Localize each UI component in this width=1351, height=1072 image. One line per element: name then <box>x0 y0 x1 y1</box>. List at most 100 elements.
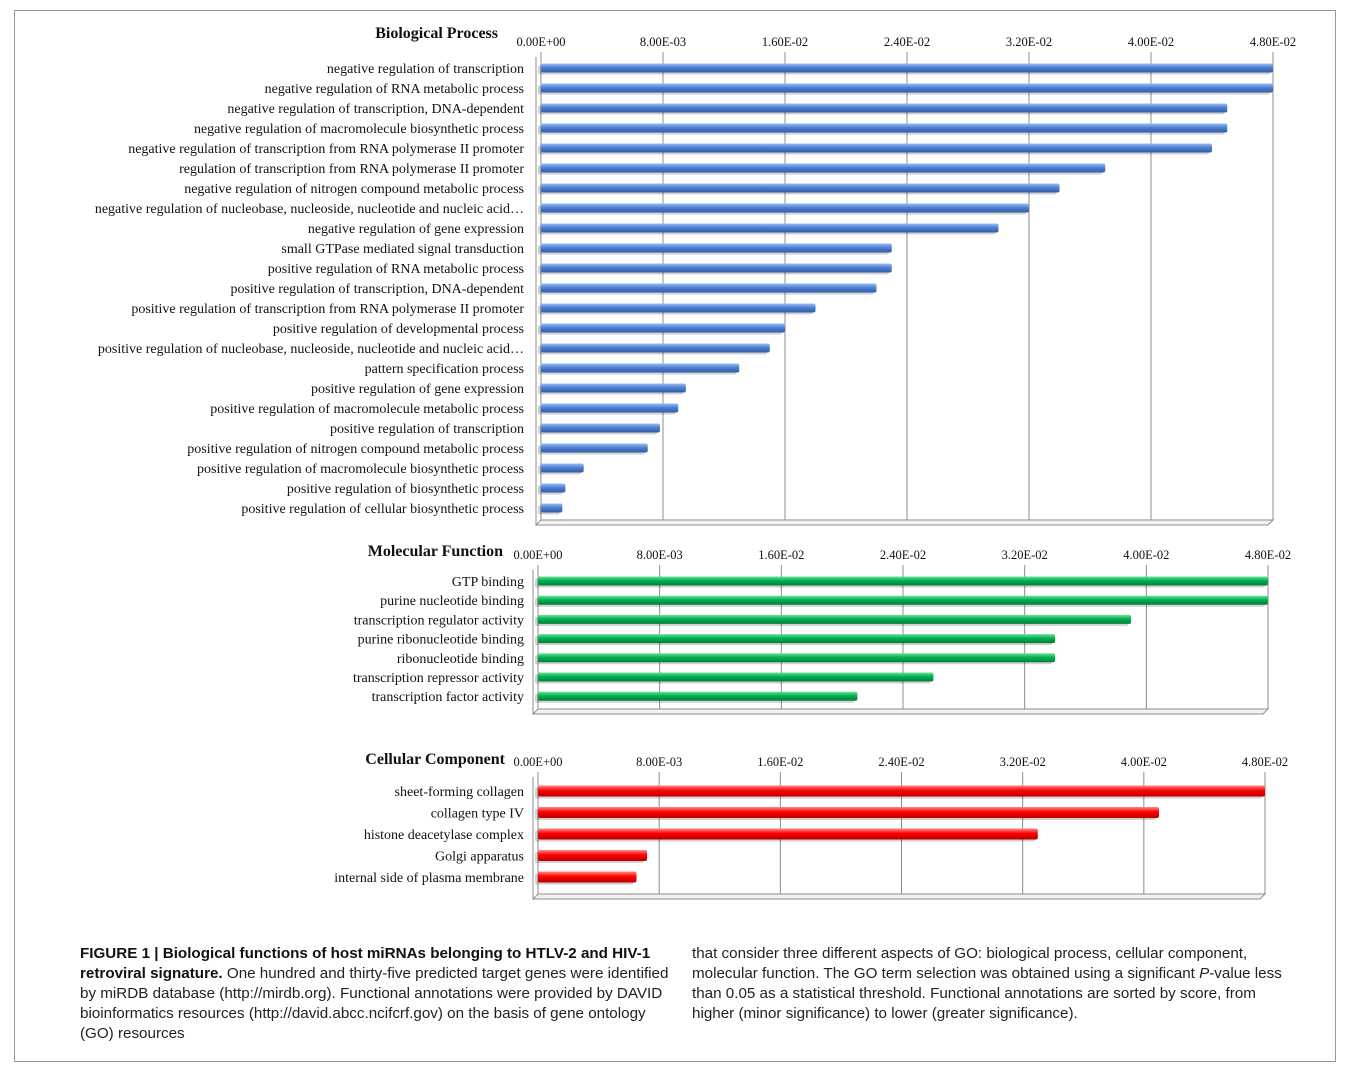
bar-component <box>538 850 648 861</box>
x-tick-label: 2.40E-02 <box>884 35 930 49</box>
category-label: purine nucleotide binding <box>380 594 524 609</box>
category-label: positive regulation of nitrogen compound… <box>187 442 524 457</box>
caption-text-part2-a: that consider three different aspects of… <box>692 945 1248 982</box>
bar-process <box>541 443 648 453</box>
x-tick-label: 4.80E-02 <box>1242 755 1288 769</box>
category-label: collagen type IV <box>431 807 524 822</box>
bar-process <box>541 503 563 513</box>
bar-function <box>538 653 1056 663</box>
category-label: histone deacetylase complex <box>364 828 524 843</box>
x-tick-label: 4.00E-02 <box>1121 755 1167 769</box>
bar-process <box>541 103 1228 113</box>
bar-process <box>541 123 1228 133</box>
chart-area: Biological Process 0.00E+00 8.00E-03 1.60E-… <box>95 25 1296 900</box>
category-label: GTP binding <box>452 575 524 590</box>
biological-process-title: Biological Process <box>375 25 498 42</box>
category-label: negative regulation of nucleobase, nucle… <box>95 202 524 217</box>
x-tick-label: 0.00E+00 <box>513 755 562 769</box>
category-label: positive regulation of cellular biosynth… <box>241 502 524 517</box>
x-tick-label: 4.80E-02 <box>1245 548 1291 562</box>
bar-process <box>541 303 816 313</box>
category-label: ribonucleotide binding <box>397 652 524 667</box>
bar-process <box>541 143 1212 153</box>
category-label: positive regulation of biosynthetic proc… <box>287 482 524 497</box>
category-label: negative regulation of nitrogen compound… <box>184 182 524 197</box>
caption-right-column: that consider three different aspects of… <box>692 944 1282 1024</box>
category-label: negative regulation of macromolecule bio… <box>194 122 524 137</box>
caption-text-part2-b: -value less than 0.05 as a statistical t… <box>692 965 1282 1022</box>
category-label: negative regulation of RNA metabolic pro… <box>265 82 524 97</box>
bar-process <box>541 183 1060 193</box>
category-label: positive regulation of transcription fro… <box>131 302 524 317</box>
bar-function <box>538 672 934 682</box>
bar-process <box>541 403 679 413</box>
bar-process <box>541 263 892 273</box>
x-tick-label: 2.40E-02 <box>878 755 924 769</box>
axis-floor <box>534 519 1275 526</box>
x-tick-label: 0.00E+00 <box>513 548 562 562</box>
cellular-component-panel: Cellular Component 0.00E+00 8.00E-03 1.60E-… <box>334 751 1288 900</box>
category-label: Golgi apparatus <box>435 850 524 865</box>
category-label: sheet-forming collagen <box>395 785 524 800</box>
bar-process <box>541 283 877 293</box>
category-label: negative regulation of gene expression <box>308 222 524 237</box>
category-label: transcription repressor activity <box>353 671 524 686</box>
biological-process-panel: Biological Process 0.00E+00 8.00E-03 1.60E-… <box>95 25 1296 526</box>
bar-process <box>541 63 1273 73</box>
category-label: negative regulation of transcription, DN… <box>227 102 524 117</box>
x-tick-label: 1.60E-02 <box>762 35 808 49</box>
x-tick-label: 1.60E-02 <box>758 548 804 562</box>
category-label: negative regulation of transcription fro… <box>128 142 524 157</box>
molecular-function-panel: Molecular Function 0.00E+00 8.00E-03 1.60E-… <box>353 543 1291 715</box>
bar-process <box>541 363 740 373</box>
bar-process <box>541 243 892 253</box>
axis-floor <box>531 893 1267 900</box>
category-label: positive regulation of macromolecule bio… <box>197 462 524 477</box>
axis-floor <box>531 708 1270 715</box>
caption-left-column: FIGURE 1 | Biological functions of host … <box>80 944 670 1044</box>
category-label: transcription regulator activity <box>354 613 524 628</box>
x-tick-label: 0.00E+00 <box>516 35 565 49</box>
bar-function <box>538 614 1132 624</box>
x-tick-label: 8.00E-03 <box>636 755 682 769</box>
category-label: positive regulation of nucleobase, nucle… <box>98 342 524 357</box>
bar-function <box>538 691 858 701</box>
bar-process <box>541 203 1029 213</box>
category-label: positive regulation of transcription, DN… <box>230 282 524 297</box>
bar-component <box>538 807 1159 818</box>
x-tick-label: 8.00E-03 <box>640 35 686 49</box>
bar-component <box>538 828 1038 840</box>
x-tick-label: 4.80E-02 <box>1250 35 1296 49</box>
x-tick-label: 4.00E-02 <box>1128 35 1174 49</box>
caption-p-italic: P <box>1199 965 1210 982</box>
category-label: positive regulation of transcription <box>330 422 524 437</box>
bar-function <box>538 595 1268 605</box>
category-label: positive regulation of developmental pro… <box>273 322 524 337</box>
category-label: pattern specification process <box>365 362 524 377</box>
x-tick-label: 3.20E-02 <box>1006 35 1052 49</box>
bar-function <box>538 576 1268 586</box>
x-tick-label: 3.20E-02 <box>1000 755 1046 769</box>
category-label: small GTPase mediated signal transductio… <box>281 242 524 257</box>
bar-function <box>538 634 1056 644</box>
cellular-component-title: Cellular Component <box>365 751 505 768</box>
caption-figure-label: FIGURE 1 | <box>80 945 163 962</box>
bar-process <box>541 83 1273 93</box>
bar-component <box>538 785 1265 797</box>
x-tick-label: 8.00E-03 <box>637 548 683 562</box>
bar-process <box>541 463 584 473</box>
category-label: purine ribonucleotide binding <box>358 633 524 648</box>
x-tick-label: 4.00E-02 <box>1123 548 1169 562</box>
figure-frame <box>14 10 1336 1062</box>
category-label: transcription factor activity <box>372 690 524 705</box>
category-label: internal side of plasma membrane <box>334 871 524 886</box>
x-tick-label: 1.60E-02 <box>757 755 803 769</box>
category-label: positive regulation of macromolecule met… <box>210 402 524 417</box>
caption-text-part1: One hundred and thirty-five predicted ta… <box>80 965 669 1042</box>
x-tick-label: 3.20E-02 <box>1002 548 1048 562</box>
category-label: positive regulation of gene expression <box>311 382 524 397</box>
bar-process <box>541 383 686 393</box>
category-label: positive regulation of RNA metabolic pro… <box>268 262 524 277</box>
x-tick-label: 2.40E-02 <box>880 548 926 562</box>
category-label: negative regulation of transcription <box>327 62 524 77</box>
